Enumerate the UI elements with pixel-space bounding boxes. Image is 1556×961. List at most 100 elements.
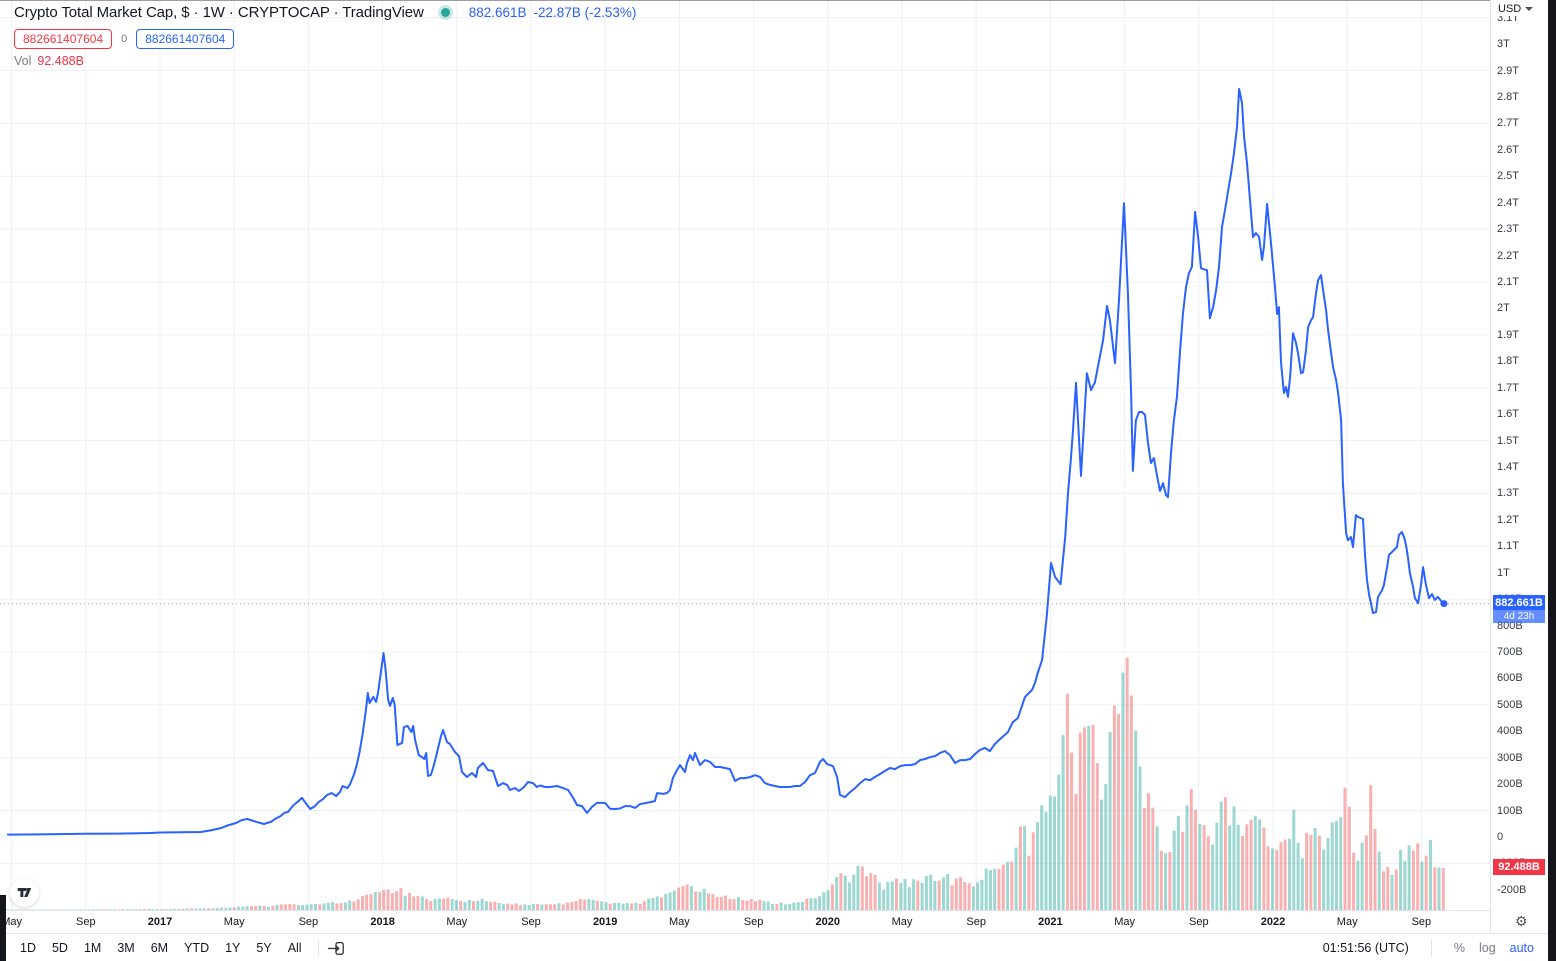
price-tick-label: -200B bbox=[1497, 883, 1527, 896]
time-tick-label: May bbox=[1, 916, 22, 928]
market-cap-line bbox=[6, 88, 1445, 836]
time-tick-label: May bbox=[891, 916, 913, 928]
last-price-badge: 882.661B 4d 23h bbox=[1493, 595, 1545, 623]
time-tick-label: Sep bbox=[298, 916, 319, 928]
range-button-3m[interactable]: 3M bbox=[117, 940, 135, 955]
tradingview-logo-icon bbox=[17, 888, 32, 897]
time-tick-label: 2017 bbox=[147, 916, 173, 928]
range-button-all[interactable]: All bbox=[287, 940, 302, 955]
price-tick-label: 1.6T bbox=[1497, 408, 1520, 421]
price-tick-label: 2.5T bbox=[1497, 170, 1520, 183]
toolbar-divider bbox=[317, 939, 319, 956]
price-tick-label: 2.7T bbox=[1497, 117, 1520, 130]
price-tick-label: 1.8T bbox=[1497, 355, 1520, 368]
date-range-switcher: 1D 5D 1M 3M 6M YTD 1Y 5Y All bbox=[12, 938, 310, 958]
volume-value-badge: 92.488B bbox=[1493, 859, 1545, 875]
chart-legend: Crypto Total Market Cap, $ · 1W · CRYPTO… bbox=[14, 2, 636, 68]
chart-canvas[interactable] bbox=[0, 0, 1490, 933]
timezone-clock[interactable]: 01:51:56 (UTC) bbox=[1322, 940, 1409, 955]
price-tick-label: 400B bbox=[1497, 725, 1523, 738]
price-tick-label: 2.6T bbox=[1497, 143, 1520, 156]
price-tick-label: 1.5T bbox=[1497, 434, 1520, 447]
price-tick-label: 200B bbox=[1497, 778, 1523, 791]
price-tick-label: 500B bbox=[1497, 698, 1523, 711]
price-tick-label: 2.2T bbox=[1497, 249, 1520, 262]
price-tick-label: 1.4T bbox=[1497, 460, 1520, 473]
last-value: 882.661B bbox=[468, 4, 527, 20]
time-tick-label: 2022 bbox=[1260, 916, 1286, 928]
price-tick-label: 3T bbox=[1497, 38, 1510, 51]
currency-label: USD bbox=[1498, 3, 1522, 15]
go-to-date-button[interactable] bbox=[327, 939, 345, 957]
toolbar-divider bbox=[1430, 939, 1432, 956]
time-tick-label: Sep bbox=[1411, 916, 1432, 928]
go-to-date-icon bbox=[327, 941, 344, 955]
price-tick-label: 2T bbox=[1497, 302, 1510, 315]
gear-icon[interactable]: ⚙ bbox=[1515, 913, 1528, 929]
price-tick-label: 2.1T bbox=[1497, 275, 1520, 288]
range-button-5y[interactable]: 5Y bbox=[256, 940, 272, 955]
percent-scale-button[interactable]: % bbox=[1453, 940, 1465, 955]
price-tick-label: 2.3T bbox=[1497, 223, 1520, 236]
time-tick-label: May bbox=[1114, 916, 1135, 928]
screen-edge-left bbox=[0, 895, 6, 961]
time-tick-label: May bbox=[1336, 916, 1358, 928]
time-tick-label: 2018 bbox=[370, 916, 395, 928]
range-button-ytd[interactable]: YTD bbox=[184, 940, 210, 955]
bar-countdown: 4d 23h bbox=[1493, 610, 1545, 623]
price-tick-label: 100B bbox=[1497, 804, 1523, 817]
time-tick-label: 2020 bbox=[815, 916, 841, 928]
symbol-title[interactable]: Crypto Total Market Cap, $ · 1W · CRYPTO… bbox=[14, 3, 424, 21]
range-button-5d[interactable]: 5D bbox=[51, 940, 68, 955]
price-tick-label: 1.1T bbox=[1497, 540, 1520, 553]
price-tick-label: 1.7T bbox=[1497, 381, 1520, 394]
grid-layer bbox=[0, 0, 1490, 910]
price-tick-label: 2.8T bbox=[1497, 90, 1520, 103]
price-tick-label: 2.9T bbox=[1497, 64, 1520, 77]
price-tick-label: 1.2T bbox=[1497, 513, 1520, 526]
price-tick-label: 1.3T bbox=[1497, 487, 1520, 500]
time-tick-label: Sep bbox=[743, 916, 764, 928]
value-box-blue: 882661407604 bbox=[136, 28, 235, 49]
change-value: -22.87B (-2.53%) bbox=[533, 4, 637, 20]
log-scale-button[interactable]: log bbox=[1478, 940, 1496, 955]
time-axis[interactable]: May Sep 2017 May Sep 2018 May Sep 2019 May Sep 2020… bbox=[0, 910, 1490, 933]
price-axis[interactable]: USD 3.1T 3T 2.9T 2.8T 2.7T 2.6T 2.5T 2.4T 2.3T 2.… bbox=[1490, 0, 1548, 933]
volume-label: Vol bbox=[14, 54, 32, 68]
last-price-marker bbox=[1440, 600, 1448, 608]
bottom-toolbar: 1D 5D 1M 3M 6M YTD 1Y 5Y All 01:51:56 (UTC) % lo… bbox=[0, 933, 1548, 961]
price-tick-label: 300B bbox=[1497, 751, 1523, 764]
price-tick-label: 700B bbox=[1497, 645, 1523, 658]
auto-scale-button[interactable]: auto bbox=[1509, 940, 1534, 955]
time-tick-label: Sep bbox=[966, 916, 986, 928]
price-tick-label: 1.9T bbox=[1497, 328, 1520, 341]
value-box-red: 882661407604 bbox=[14, 28, 113, 49]
price-tick-label: 1T bbox=[1497, 566, 1510, 579]
tradingview-logo[interactable] bbox=[10, 878, 39, 907]
time-tick-label: Sep bbox=[521, 916, 541, 928]
volume-bars-layer bbox=[6, 657, 1445, 910]
time-tick-label: May bbox=[669, 916, 690, 928]
currency-selector[interactable]: USD bbox=[1496, 2, 1536, 16]
range-button-1m[interactable]: 1M bbox=[83, 940, 102, 955]
market-status-icon bbox=[440, 7, 450, 17]
range-button-1y[interactable]: 1Y bbox=[225, 940, 241, 955]
time-tick-label: Sep bbox=[1189, 916, 1209, 928]
volume-value: 92.488B bbox=[37, 54, 84, 68]
time-tick-label: 2019 bbox=[592, 916, 618, 928]
range-button-6m[interactable]: 6M bbox=[150, 940, 169, 955]
price-tick-label: 0 bbox=[1497, 831, 1504, 843]
last-price-value: 882.661B bbox=[1493, 595, 1545, 610]
range-button-1d[interactable]: 1D bbox=[20, 940, 36, 955]
value-box-zero: 0 bbox=[121, 32, 128, 45]
price-tick-label: 2.4T bbox=[1497, 196, 1520, 209]
time-tick-label: 2021 bbox=[1038, 916, 1063, 928]
chevron-down-icon bbox=[1525, 7, 1534, 11]
price-tick-label: 600B bbox=[1497, 672, 1523, 685]
time-tick-label: May bbox=[446, 916, 468, 928]
time-tick-label: Sep bbox=[76, 916, 96, 928]
time-tick-label: May bbox=[223, 916, 245, 928]
screen-edge-right bbox=[1548, 0, 1556, 961]
screen-edge-top bbox=[0, 0, 1490, 1]
